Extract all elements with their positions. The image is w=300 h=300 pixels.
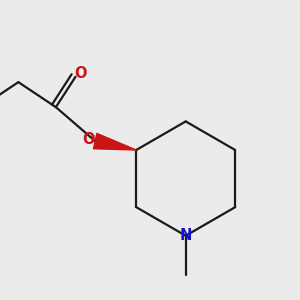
Text: O: O bbox=[82, 132, 95, 147]
Polygon shape bbox=[94, 134, 136, 150]
Text: N: N bbox=[179, 228, 192, 243]
Text: O: O bbox=[75, 66, 87, 81]
